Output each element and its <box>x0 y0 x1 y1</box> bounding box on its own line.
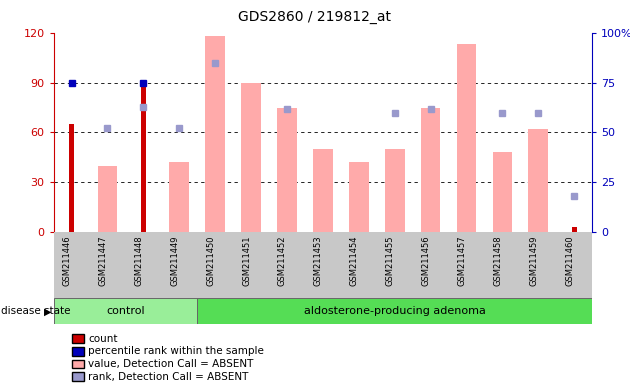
Bar <box>349 162 369 232</box>
Text: GSM211453: GSM211453 <box>314 236 323 286</box>
Bar <box>385 149 404 232</box>
Text: GSM211460: GSM211460 <box>565 236 574 286</box>
Text: aldosterone-producing adenoma: aldosterone-producing adenoma <box>304 306 486 316</box>
Text: GSM211455: GSM211455 <box>386 236 394 286</box>
Bar <box>571 227 577 232</box>
Text: value, Detection Call = ABSENT: value, Detection Call = ABSENT <box>88 359 253 369</box>
Bar <box>140 86 146 232</box>
Text: control: control <box>106 306 145 316</box>
Text: ▶: ▶ <box>44 306 52 316</box>
Text: GSM211456: GSM211456 <box>421 236 430 286</box>
Text: disease state: disease state <box>1 306 70 316</box>
Text: count: count <box>88 334 118 344</box>
Text: GSM211452: GSM211452 <box>278 236 287 286</box>
Bar <box>313 149 333 232</box>
Text: rank, Detection Call = ABSENT: rank, Detection Call = ABSENT <box>88 372 249 382</box>
Bar <box>493 152 512 232</box>
Text: percentile rank within the sample: percentile rank within the sample <box>88 346 264 356</box>
Bar <box>197 298 592 324</box>
Bar <box>54 298 197 324</box>
Bar <box>529 129 548 232</box>
Text: GSM211451: GSM211451 <box>242 236 251 286</box>
Text: GSM211448: GSM211448 <box>134 236 143 286</box>
Text: GSM211449: GSM211449 <box>170 236 179 286</box>
Text: GSM211457: GSM211457 <box>457 236 466 286</box>
Text: GSM211450: GSM211450 <box>206 236 215 286</box>
Text: GSM211447: GSM211447 <box>98 236 107 286</box>
Bar <box>457 44 476 232</box>
Bar <box>205 36 225 232</box>
Bar <box>98 166 117 232</box>
Bar <box>169 162 189 232</box>
Bar <box>277 108 297 232</box>
Text: GSM211446: GSM211446 <box>62 236 71 286</box>
Bar <box>241 83 261 232</box>
Bar <box>421 108 440 232</box>
Text: GDS2860 / 219812_at: GDS2860 / 219812_at <box>239 10 391 23</box>
Text: GSM211459: GSM211459 <box>529 236 538 286</box>
Text: GSM211454: GSM211454 <box>350 236 358 286</box>
Bar <box>69 124 74 232</box>
Text: GSM211458: GSM211458 <box>493 236 502 286</box>
